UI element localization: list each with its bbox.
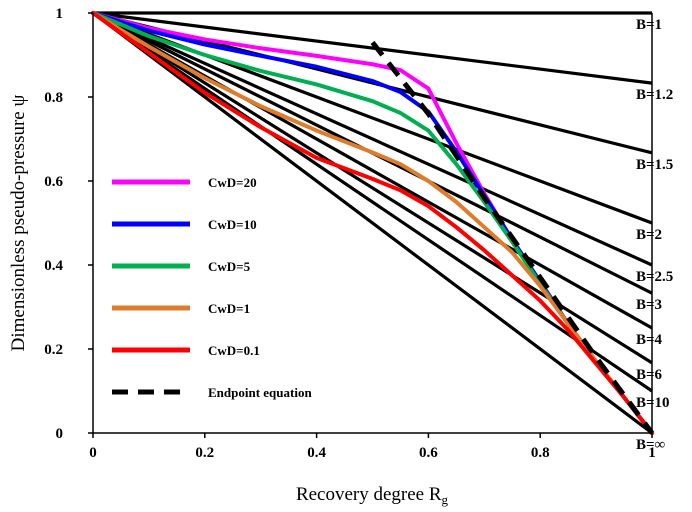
x-tick-label: 1 [648, 445, 656, 461]
x-axis-title-main: Recovery degree R [296, 484, 442, 505]
y-tick-label: 0 [56, 426, 64, 442]
x-tick-label: 0.4 [307, 445, 326, 461]
b-label-8: B=10 [636, 395, 670, 411]
legend-label-cwd-20: CwD=20 [208, 175, 257, 190]
b-labels-group: B=1 B=1.2 B=1.5 B=2 B=2.5 B=3 B=4 B=6 B=10 B=∞ [636, 17, 673, 453]
b-curve-1 [92, 11, 653, 85]
series-group [91, 11, 655, 435]
x-tick-label: 0.2 [195, 445, 214, 461]
x-axis-title-subscript: g [442, 492, 449, 507]
x-axis-title: Recovery degree Rg [296, 484, 449, 507]
ticks-group: 0 0.2 0.4 0.6 0.8 1 0 0.2 0.4 0.6 0.8 1 [44, 6, 656, 461]
b-curve-9 [92, 11, 653, 435]
b-label-3: B=2 [636, 227, 662, 243]
y-tick-label: 0.6 [44, 174, 63, 190]
b-curve-8 [92, 11, 653, 393]
b-label-0: B=1 [636, 17, 662, 33]
y-tick-label: 0.4 [44, 258, 63, 274]
b-label-5: B=3 [636, 297, 662, 313]
b-label-9: B=∞ [636, 437, 666, 453]
legend-label-cwd-5: CwD=5 [208, 259, 251, 274]
legend: CwD=20 CwD=10 CwD=5 CwD=1 CwD=0.1 Endpoint eq… [112, 175, 312, 400]
b-label-2: B=1.5 [636, 157, 673, 173]
y-tick-label: 1 [56, 6, 64, 22]
b-curve-4 [92, 11, 653, 267]
b-label-6: B=4 [636, 332, 663, 348]
b-label-7: B=6 [636, 367, 663, 383]
y-tick-label: 0.8 [44, 90, 63, 106]
x-tick-label: 0 [89, 445, 97, 461]
x-tick-label: 0.6 [419, 445, 438, 461]
y-tick-label: 0.2 [44, 342, 63, 358]
b-label-4: B=2.5 [636, 269, 673, 285]
series-line-endpoint-equation [370, 40, 655, 435]
y-axis-title: Dimensionless pseudo-pressure ψ [8, 95, 29, 352]
legend-label-cwd-0-1: CwD=0.1 [208, 343, 260, 358]
series-line-cwd-1 [91, 11, 654, 435]
legend-label-cwd-10: CwD=10 [208, 217, 257, 232]
legend-label-cwd-1: CwD=1 [208, 301, 250, 316]
series-line-cwd-0-1 [91, 11, 654, 435]
b-label-1: B=1.2 [636, 87, 673, 103]
legend-label-endpoint-equation: Endpoint equation [208, 385, 312, 400]
x-tick-label: 0.8 [531, 445, 550, 461]
axes-group [92, 13, 653, 434]
